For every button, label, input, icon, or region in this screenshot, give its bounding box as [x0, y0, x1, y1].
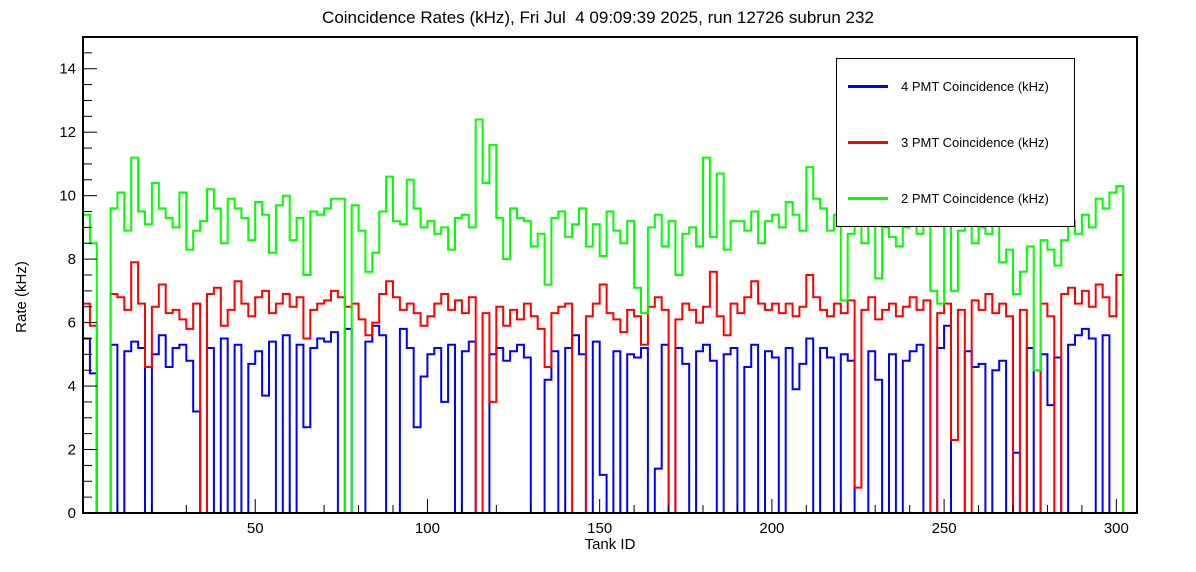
y-tick-label: 10	[59, 188, 76, 205]
x-axis-label: Tank ID	[584, 536, 636, 553]
y-tick-label: 4	[68, 378, 76, 395]
legend-entry-3pmt: 3 PMT Coincidence (kHz)	[837, 135, 1074, 150]
legend-line-blue	[848, 85, 888, 89]
series-1-line	[82, 261, 1137, 514]
series-2-line	[82, 118, 1137, 514]
series-0-line	[82, 324, 1137, 514]
x-tick-label: 100	[415, 520, 440, 537]
legend-label: 4 PMT Coincidence (kHz)	[901, 79, 1049, 95]
x-tick-label: 250	[932, 520, 957, 537]
x-tick-label: 300	[1104, 520, 1129, 537]
y-tick-label: 0	[68, 505, 76, 522]
y-tick-label: 8	[68, 251, 76, 268]
y-tick-label: 14	[59, 61, 76, 78]
legend-line-green	[848, 196, 888, 200]
chart-title: Coincidence Rates (kHz), Fri Jul 4 09:09…	[322, 8, 874, 27]
legend-label: 2 PMT Coincidence (kHz)	[901, 190, 1049, 206]
x-tick-label: 150	[587, 520, 612, 537]
y-tick-label: 6	[68, 315, 76, 332]
legend-line-red	[848, 140, 888, 144]
legend-entry-2pmt: 2 PMT Coincidence (kHz)	[837, 191, 1074, 206]
legend-box: 4 PMT Coincidence (kHz) 3 PMT Coincidenc…	[836, 58, 1075, 227]
y-tick-label: 2	[68, 442, 76, 459]
y-axis-label: Rate (kHz)	[13, 261, 30, 333]
legend-entry-4pmt: 4 PMT Coincidence (kHz)	[837, 79, 1074, 94]
y-tick-label: 12	[59, 124, 76, 141]
legend-label: 3 PMT Coincidence (kHz)	[901, 134, 1049, 150]
x-tick-label: 50	[247, 520, 264, 537]
x-tick-label: 200	[759, 520, 784, 537]
